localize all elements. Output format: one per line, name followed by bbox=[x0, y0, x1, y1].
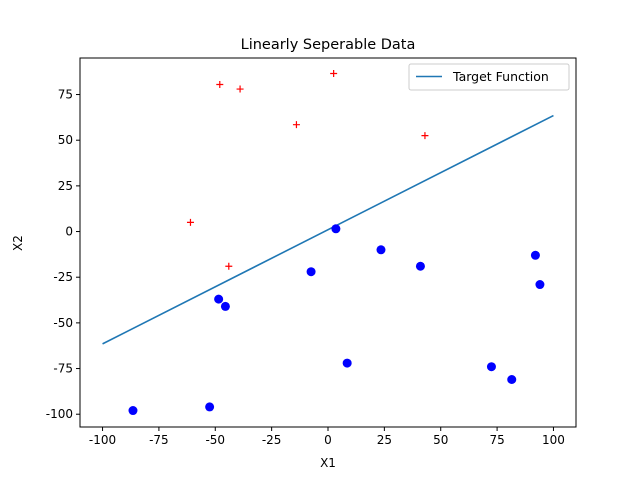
positive-point-5 bbox=[186, 218, 194, 226]
positive-point-4 bbox=[421, 132, 429, 140]
y-tick-label-25: 25 bbox=[58, 179, 73, 193]
x-tick-label--75: -75 bbox=[149, 433, 169, 447]
y-tick-label--50: -50 bbox=[53, 316, 73, 330]
negative-point-11 bbox=[128, 406, 138, 416]
x-tick-label-25: 25 bbox=[377, 433, 392, 447]
legend: Target Function bbox=[408, 63, 570, 91]
x-tick-label--100: -100 bbox=[89, 433, 116, 447]
y-tick-label--75: -75 bbox=[53, 362, 73, 376]
y-tick-label-0: 0 bbox=[65, 225, 73, 239]
x-tick-label-75: 75 bbox=[489, 433, 504, 447]
plot-area bbox=[102, 70, 554, 416]
negative-point-4 bbox=[530, 250, 540, 260]
y-tick-label-50: 50 bbox=[58, 133, 73, 147]
y-tick-label--25: -25 bbox=[53, 270, 73, 284]
negative-point-5 bbox=[535, 280, 545, 290]
x-tick-label-100: 100 bbox=[542, 433, 565, 447]
x-tick-label-0: 0 bbox=[324, 433, 332, 447]
negative-point-8 bbox=[342, 358, 352, 368]
negative-point-7 bbox=[220, 301, 230, 311]
y-axis-label: X2 bbox=[11, 235, 25, 251]
negative-point-9 bbox=[486, 362, 496, 372]
negative-point-1 bbox=[376, 245, 386, 255]
negative-point-10 bbox=[507, 375, 517, 385]
negative-point-0 bbox=[331, 224, 341, 234]
positive-point-6 bbox=[225, 262, 233, 270]
positive-point-3 bbox=[292, 121, 300, 129]
negative-point-2 bbox=[306, 267, 316, 277]
positive-point-2 bbox=[330, 70, 338, 78]
x-axis-label: X1 bbox=[320, 456, 336, 470]
positive-point-1 bbox=[236, 85, 244, 93]
negative-point-3 bbox=[415, 261, 425, 271]
negative-point-12 bbox=[205, 402, 215, 412]
y-tick-label--100: -100 bbox=[46, 407, 73, 421]
positive-point-0 bbox=[216, 80, 224, 88]
x-tick-label-50: 50 bbox=[433, 433, 448, 447]
legend-entry-target-function: Target Function bbox=[452, 69, 549, 84]
chart-title: Linearly Seperable Data bbox=[241, 37, 416, 53]
y-tick-label-75: 75 bbox=[58, 88, 73, 102]
axes: -100 -75 -50 -25 0 25 50 75 100 -100 -75 -50 -25 0 25 5… bbox=[46, 57, 577, 447]
target-function-line bbox=[102, 114, 554, 345]
negative-point-6 bbox=[214, 294, 224, 304]
x-tick-label--25: -25 bbox=[262, 433, 282, 447]
x-tick-label--50: -50 bbox=[205, 433, 225, 447]
legend-box bbox=[408, 63, 570, 91]
